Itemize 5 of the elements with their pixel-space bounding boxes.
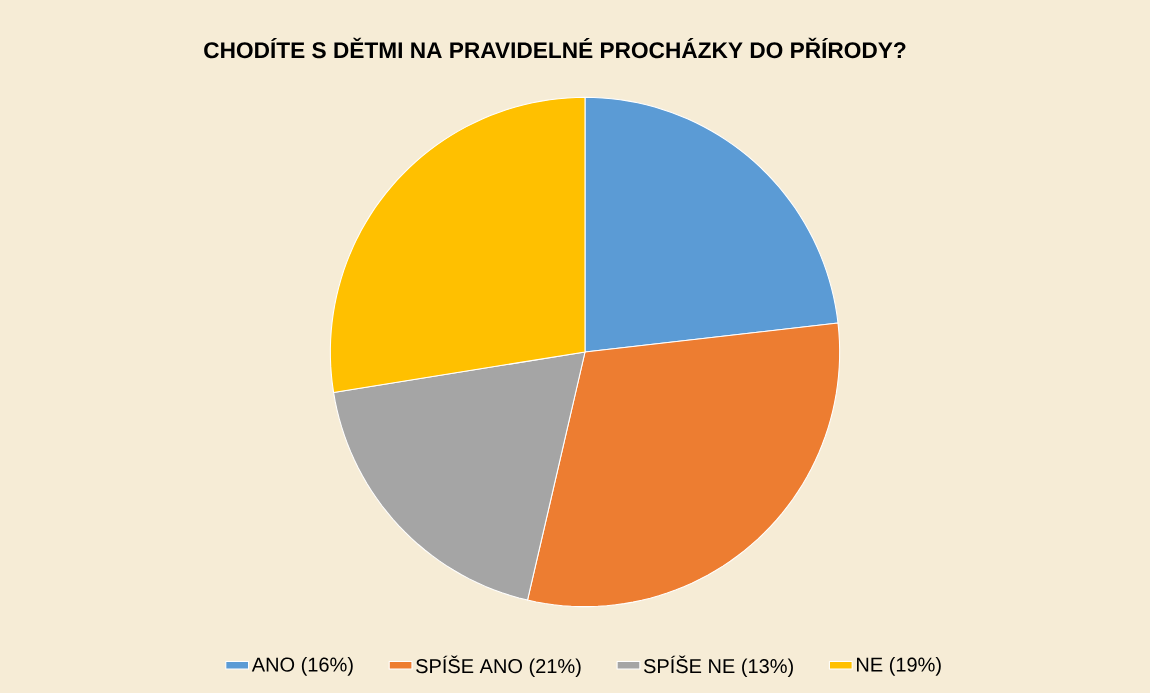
legend-label: SPÍŠE ANO (21%) [416, 655, 581, 678]
legend-label: SPÍŠE NE (13%) [643, 655, 793, 678]
chart-title: CHODÍTE S DĚTMI NA PRAVIDELNÉ PROCHÁZKY DO PŘÍRODY? [204, 37, 906, 59]
legend-label: ANO (16%) [251, 657, 353, 676]
legend-label: NE (19%) [857, 657, 941, 676]
